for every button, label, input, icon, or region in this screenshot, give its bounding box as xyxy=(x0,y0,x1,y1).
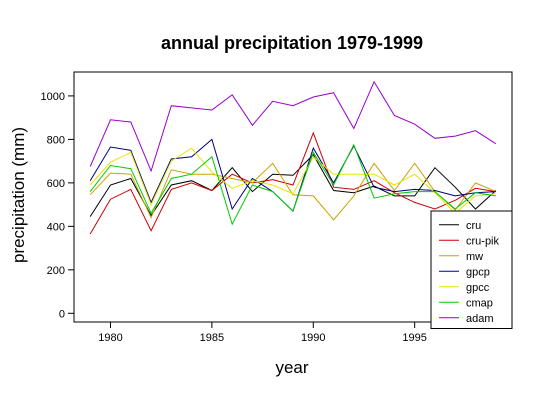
y-tick-label: 800 xyxy=(47,134,65,146)
legend: cru cru-pik mw gpcp gpcc cmap adam xyxy=(430,210,513,329)
x-tick-label: 1995 xyxy=(402,332,426,344)
series-lines xyxy=(89,80,497,235)
chart-title: annual precipitation 1979-1999 xyxy=(161,33,423,53)
series-line-cru-pik xyxy=(89,131,496,235)
x-axis-title: year xyxy=(275,358,308,377)
y-tick-label: 1000 xyxy=(41,91,65,103)
x-tick-label: 1980 xyxy=(98,332,122,344)
legend-label-cru: cru xyxy=(466,220,481,232)
series-line-cru xyxy=(89,153,497,217)
legend-label-mw: mw xyxy=(466,251,483,263)
legend-label-cru-pik: cru-pik xyxy=(466,235,500,247)
y-tick-label: 200 xyxy=(47,265,65,277)
series-line-cmap xyxy=(89,143,496,226)
legend-label-gpcc: gpcc xyxy=(466,282,490,294)
legend-label-adam: adam xyxy=(466,313,494,325)
y-axis: 0 200 400 600 800 1000 xyxy=(41,91,74,320)
legend-box xyxy=(430,210,513,329)
plot-frame xyxy=(73,71,513,323)
series-line-adam xyxy=(89,80,497,173)
series-line-gpcc xyxy=(89,147,496,214)
x-axis: 1980 1985 1990 1995 xyxy=(98,322,427,344)
y-axis-title: precipitation (mm) xyxy=(9,127,28,263)
legend-label-cmap: cmap xyxy=(466,297,493,309)
y-tick-label: 0 xyxy=(59,308,65,320)
x-tick-label: 1985 xyxy=(200,332,224,344)
x-tick-label: 1990 xyxy=(301,332,325,344)
legend-label-gpcp: gpcp xyxy=(466,266,490,278)
y-tick-label: 400 xyxy=(47,221,65,233)
y-tick-label: 600 xyxy=(47,178,65,190)
